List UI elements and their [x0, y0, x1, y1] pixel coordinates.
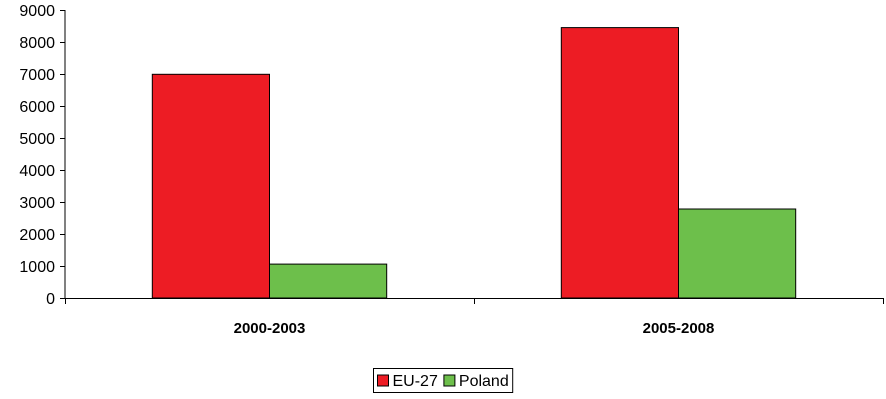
- y-tick-label: 4000: [19, 163, 55, 180]
- legend-label-poland: Poland: [459, 373, 509, 390]
- bar-poland-2000-2003: [269, 263, 388, 299]
- y-tick-label: 1000: [19, 259, 55, 276]
- y-tick-label: 2000: [19, 227, 55, 244]
- legend-swatch-eu-27: [377, 374, 389, 387]
- x-category-label: 2005-2008: [643, 320, 715, 337]
- y-tick-label: 6000: [19, 99, 55, 116]
- legend-label-eu-27: EU-27: [393, 373, 438, 390]
- legend-swatch-poland: [443, 374, 456, 387]
- bar-eu-27-2000-2003: [151, 73, 270, 299]
- y-axis: 0 1000 2000 3000 4000 5000 6000 7000 8000 9000: [19, 3, 66, 308]
- x-axis: 2000-2003 2005-2008: [65, 298, 884, 337]
- y-tick-label: 5000: [19, 131, 55, 148]
- y-tick-label: 0: [46, 291, 55, 308]
- legend-box: [373, 368, 514, 393]
- y-tick-label: 9000: [19, 3, 55, 20]
- y-tick-label: 3000: [19, 195, 55, 212]
- bars: [151, 27, 797, 299]
- x-category-label: 2000-2003: [234, 320, 306, 337]
- y-tick-label: 7000: [19, 67, 55, 84]
- bar-poland-2005-2008: [678, 208, 797, 299]
- legend: EU-27 Poland: [373, 368, 514, 393]
- y-tick-label: 8000: [19, 35, 55, 52]
- bar-eu-27-2005-2008: [560, 27, 679, 299]
